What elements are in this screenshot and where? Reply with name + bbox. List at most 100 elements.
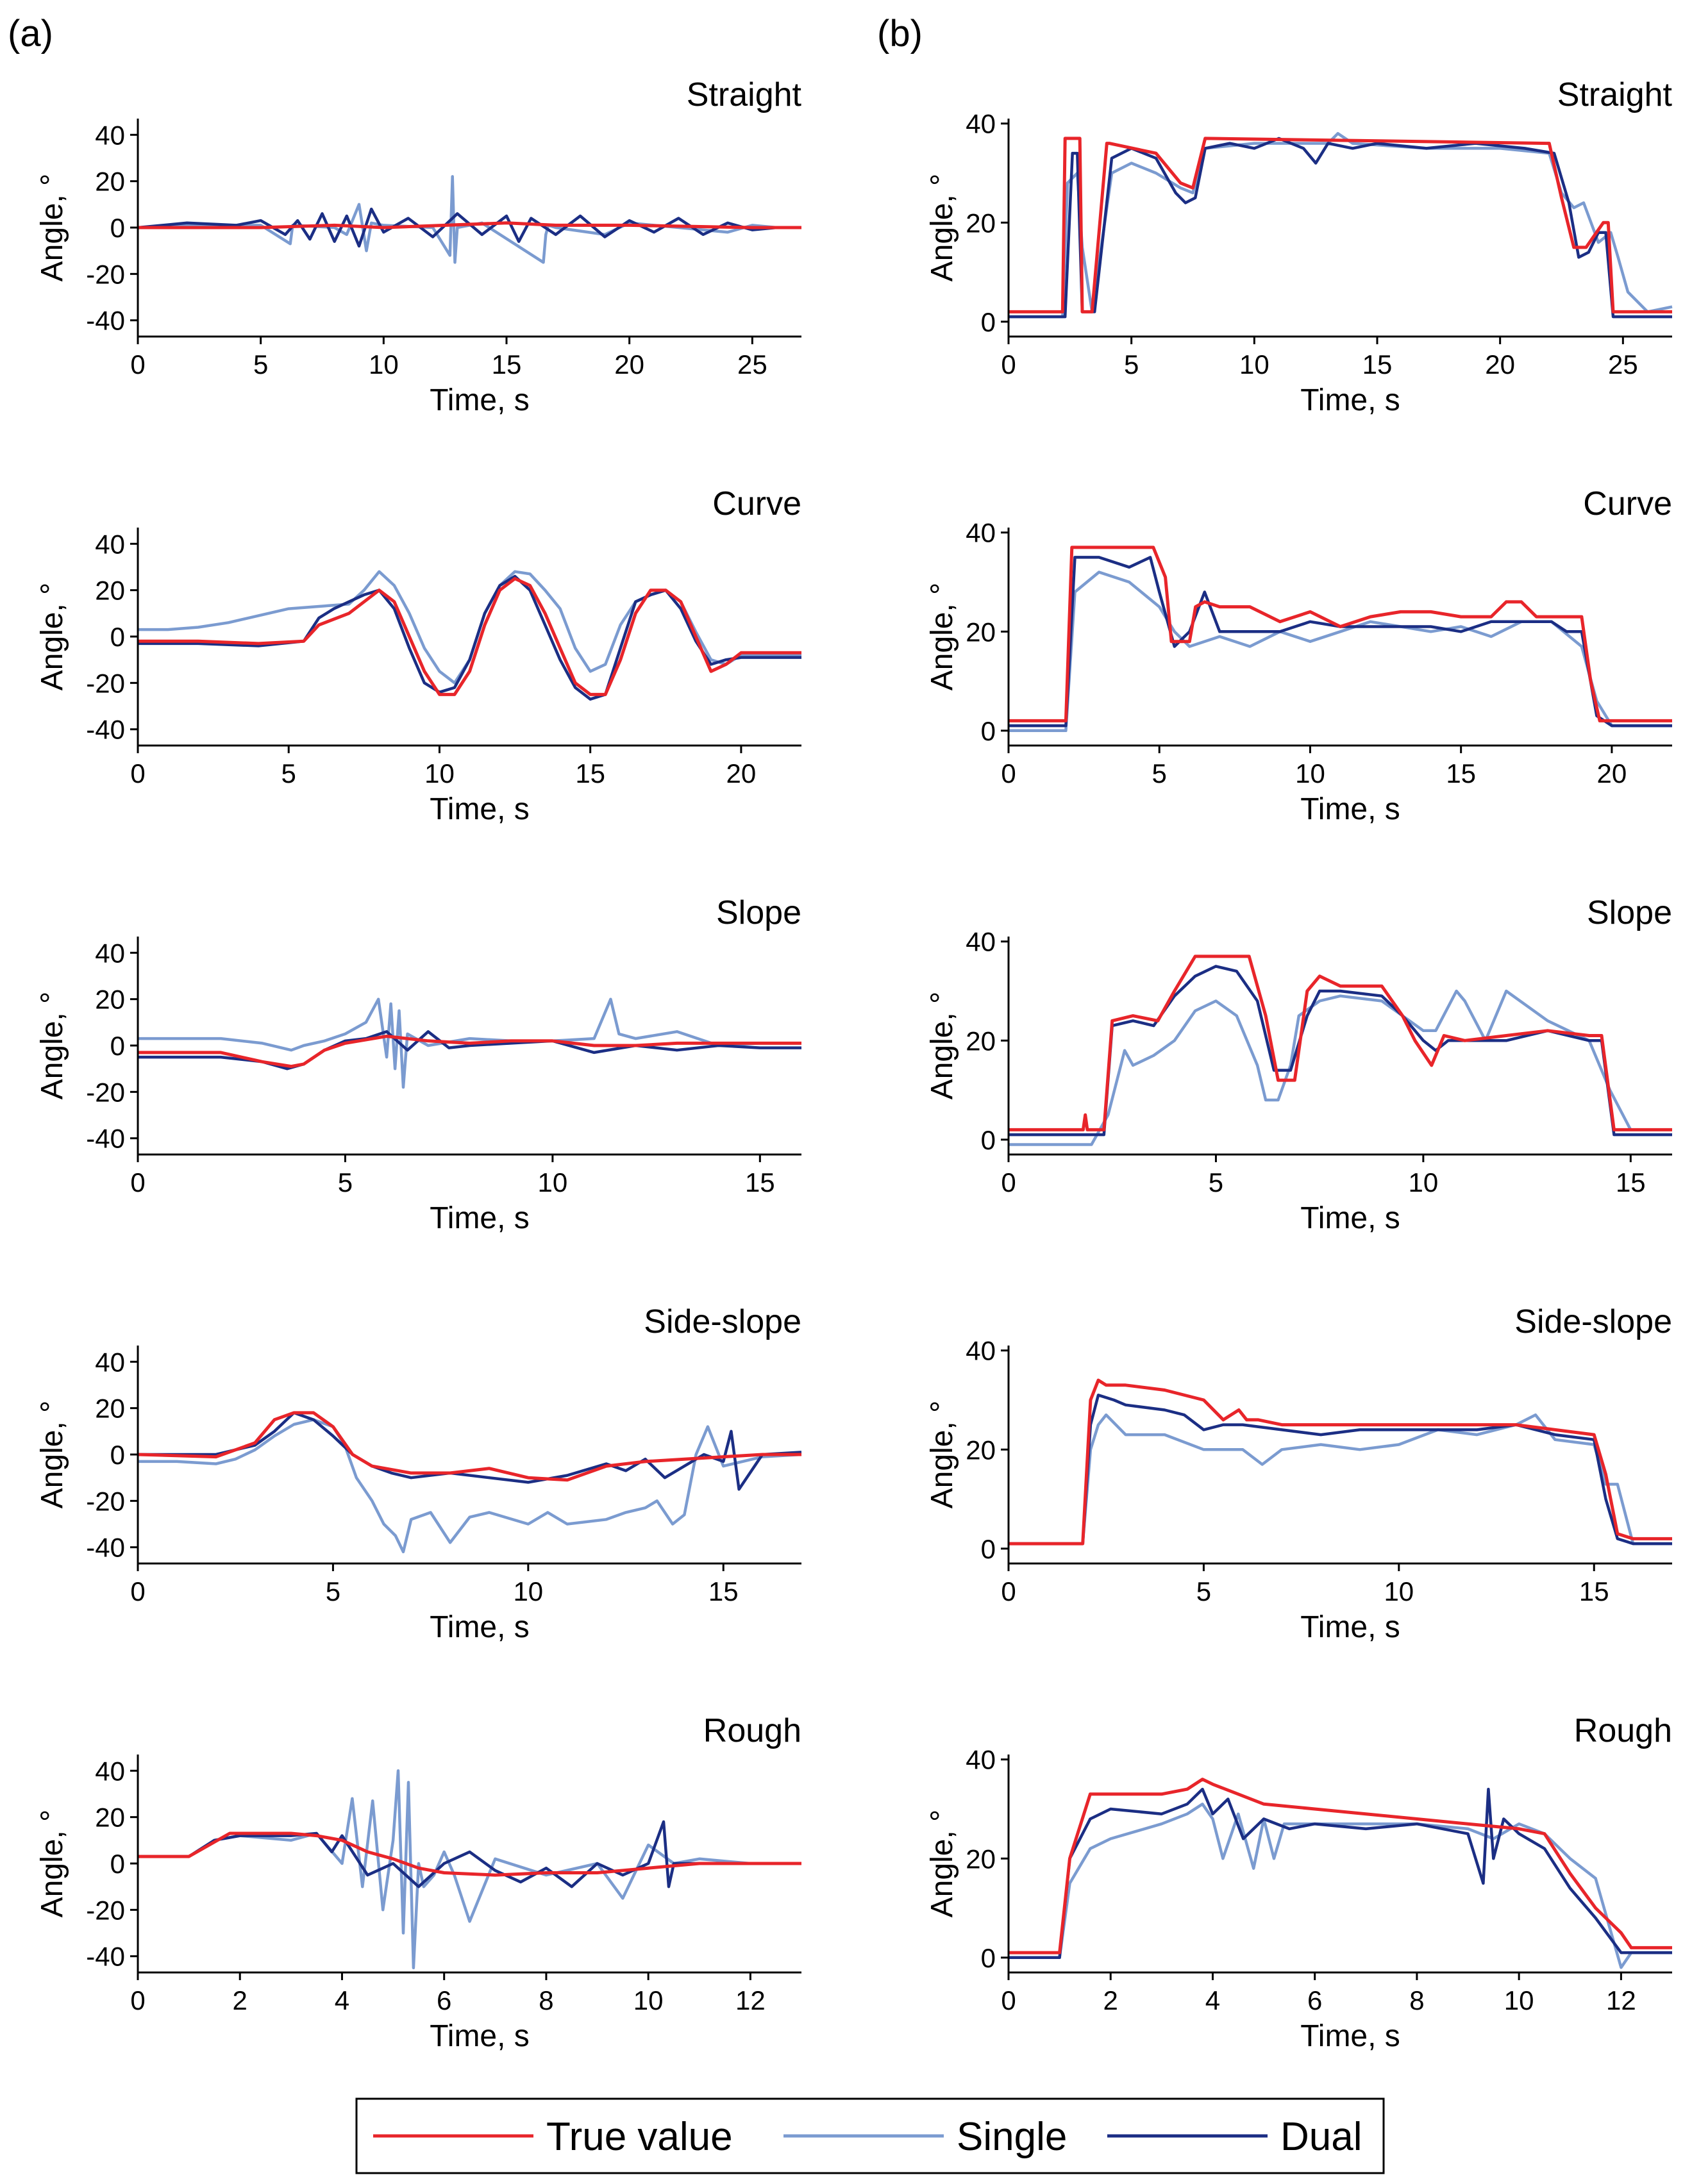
x-tick-label: 5 [281, 758, 296, 788]
y-axis-label: Angle, ° [925, 1401, 959, 1509]
y-tick-label: 20 [966, 1026, 996, 1056]
x-axis-label: Time, s [1300, 792, 1400, 826]
x-axis-label: Time, s [430, 792, 530, 826]
x-tick-label: 15 [575, 758, 605, 788]
series-single [1009, 131, 1673, 319]
x-tick-label: 2 [233, 1985, 247, 2015]
x-tick-label: 6 [1307, 1985, 1322, 2015]
y-axis-label: Angle, ° [35, 1810, 69, 1918]
chart-b-rough: Rough 0 2 4 6 8 10 12 40 20 0 Time, s Angle, ° [925, 1712, 1672, 2053]
x-tick-label: 15 [745, 1167, 775, 1197]
x-tick-label: 0 [1001, 1576, 1016, 1606]
x-tick-label: 5 [1124, 349, 1139, 379]
y-tick-label: 0 [981, 307, 996, 337]
x-axis-label: Time, s [1300, 383, 1400, 417]
y-tick-label: 20 [95, 1394, 125, 1424]
y-tick-label: -40 [86, 1124, 125, 1154]
x-tick-label: 15 [1362, 349, 1393, 379]
chart-b-curve: Curve 0 5 10 15 20 40 20 0 Time, s Angle, ° [925, 485, 1672, 826]
y-axis-label: Angle, ° [925, 583, 959, 691]
series-true-value [138, 577, 801, 696]
x-tick-label: 8 [1409, 1985, 1424, 2015]
x-tick-label: 15 [1579, 1576, 1609, 1606]
x-tick-label: 0 [1001, 758, 1016, 788]
legend-label-true-value: True value [546, 2115, 733, 2159]
x-tick-label: 8 [539, 1985, 553, 2015]
x-axis-label: Time, s [430, 1610, 530, 1644]
chart-a-rough: Rough 0 2 4 6 8 10 12 40 20 0 -20 -40 Time, s Angle, ° [35, 1712, 801, 2053]
chart-title: Straight [687, 76, 802, 113]
x-tick-label: 15 [1616, 1167, 1646, 1197]
series-dual [1009, 1787, 1672, 1960]
series-single [138, 997, 801, 1089]
x-tick-label: 10 [369, 349, 399, 379]
y-tick-label: 20 [966, 1435, 996, 1465]
y-axis-label: Angle, ° [925, 1810, 959, 1918]
chart-title: Curve [1583, 485, 1672, 522]
series-single [1009, 571, 1672, 733]
x-tick-label: 12 [735, 1985, 766, 2015]
x-axis-label: Time, s [430, 383, 530, 417]
y-tick-label: -20 [86, 668, 125, 698]
x-tick-label: 6 [437, 1985, 451, 2015]
series-single [138, 1418, 802, 1554]
x-tick-label: 10 [424, 758, 455, 788]
legend-label-single: Single [957, 2115, 1067, 2159]
x-tick-label: 4 [335, 1985, 349, 2015]
series-true-value [138, 1035, 801, 1069]
chart-title: Slope [716, 894, 801, 931]
series-true-value [138, 1411, 801, 1482]
series-true-value [1009, 137, 1672, 313]
series-dual [138, 1411, 802, 1491]
series-true-value [1009, 546, 1672, 722]
x-tick-label: 4 [1205, 1985, 1220, 2015]
y-tick-label: 20 [95, 167, 125, 197]
x-tick-label: 0 [130, 349, 145, 379]
series-true-value [1009, 954, 1672, 1131]
x-tick-label: 12 [1606, 1985, 1636, 2015]
series-single [1009, 1413, 1672, 1546]
chart-a-side-slope: Side-slope 0 5 10 15 40 20 0 -20 -40 Time, s Angle,… [35, 1303, 802, 1644]
y-tick-label: -40 [86, 1942, 125, 1972]
y-tick-label: 40 [95, 938, 125, 968]
series-dual [138, 574, 801, 701]
series-dual [1009, 1394, 1672, 1546]
y-axis-label: Angle, ° [925, 174, 959, 282]
y-tick-label: -20 [86, 1895, 125, 1925]
y-tick-label: -40 [86, 715, 125, 745]
series-true-value [138, 221, 801, 229]
y-tick-label: -40 [86, 1533, 125, 1563]
y-tick-label: -20 [86, 259, 125, 289]
y-axis-label: Angle, ° [35, 583, 69, 691]
series-dual [1009, 137, 1672, 319]
x-tick-label: 5 [338, 1167, 353, 1197]
x-tick-label: 25 [737, 349, 767, 379]
y-tick-label: -40 [86, 306, 125, 336]
series-single [138, 175, 801, 264]
y-tick-label: 20 [966, 208, 996, 238]
x-tick-label: 10 [538, 1167, 568, 1197]
series-dual [1009, 556, 1672, 728]
y-tick-label: 20 [95, 576, 125, 606]
x-tick-label: 15 [708, 1576, 739, 1606]
y-tick-label: 40 [95, 1347, 125, 1377]
x-tick-label: 0 [130, 1167, 145, 1197]
y-tick-label: 20 [95, 1803, 125, 1833]
chart-b-slope: Slope 0 5 10 15 40 20 0 Time, s Angle, ° [925, 894, 1672, 1235]
x-tick-label: 2 [1103, 1985, 1118, 2015]
series-dual [138, 1820, 801, 1888]
x-tick-label: 0 [130, 758, 145, 788]
x-tick-label: 5 [1209, 1167, 1223, 1197]
x-tick-label: 0 [1001, 1167, 1016, 1197]
series-dual [138, 207, 801, 248]
x-tick-label: 25 [1608, 349, 1638, 379]
y-axis-label: Angle, ° [35, 1401, 69, 1509]
x-tick-label: 10 [1295, 758, 1325, 788]
y-tick-label: 0 [110, 1849, 125, 1879]
x-tick-label: 5 [253, 349, 268, 379]
x-tick-label: 20 [1485, 349, 1515, 379]
y-tick-label: 40 [966, 927, 996, 957]
y-axis-label: Angle, ° [35, 174, 69, 282]
